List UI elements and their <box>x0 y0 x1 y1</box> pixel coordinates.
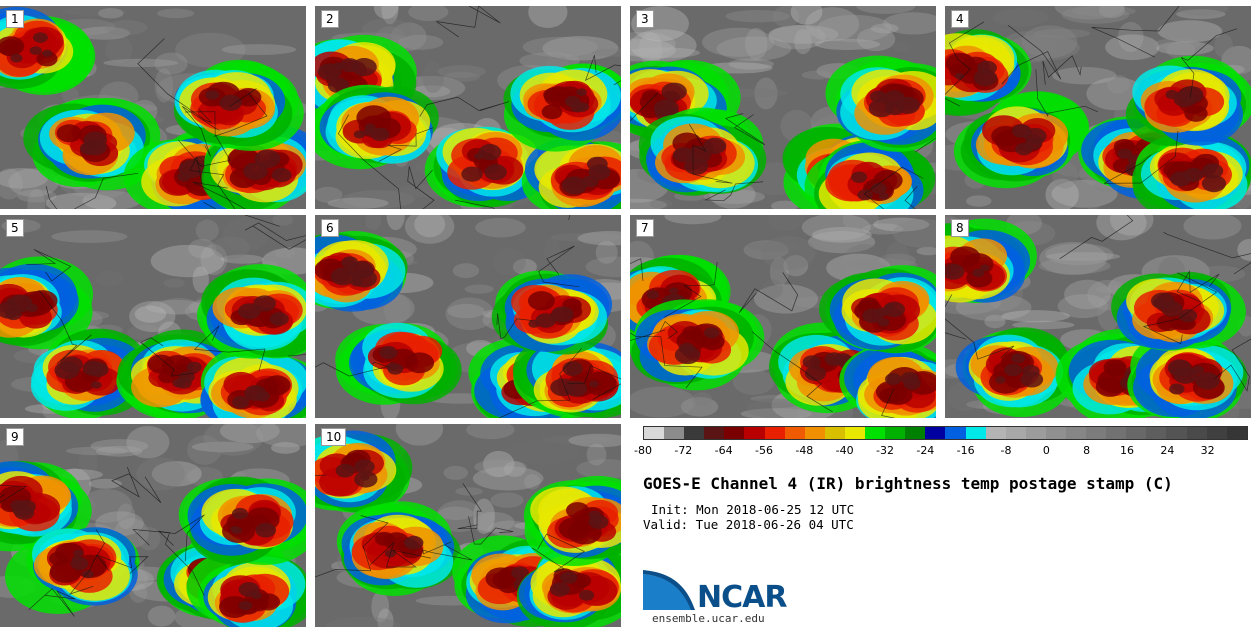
figure-title: GOES-E Channel 4 (IR) brightness temp po… <box>643 474 1173 493</box>
colorbar-segment <box>985 427 1006 439</box>
colorbar-segment <box>824 427 845 439</box>
map-panel-7: 7 <box>630 215 936 418</box>
colorbar-segment <box>885 427 906 439</box>
colorbar-tick-label: -8 <box>1000 444 1012 457</box>
colorbar-segment <box>764 427 785 439</box>
panel-label: 9 <box>6 428 24 446</box>
colorbar-segment <box>804 427 825 439</box>
colorbar-segment <box>1206 427 1227 439</box>
map-panel-4: 4 <box>945 6 1251 209</box>
logo-url: ensemble.ucar.edu <box>652 612 765 625</box>
colorbar-tick-label: -64 <box>714 444 733 457</box>
panel-label: 6 <box>321 219 339 237</box>
colorbar-tick-label: 24 <box>1160 444 1175 457</box>
colorbar-segment <box>1126 427 1147 439</box>
colorbar-tick-label: -24 <box>916 444 935 457</box>
panel-label: 4 <box>951 10 969 28</box>
panel-label: 3 <box>636 10 654 28</box>
map-panel-5: 5 <box>0 215 306 418</box>
temperature-colorbar <box>643 426 1248 440</box>
colorbar-tick-label: -48 <box>795 444 814 457</box>
panel-label: 10 <box>321 428 347 446</box>
colorbar-ticks: -80 -72 -64 -56 -48 -40 -32 -24 -16 -8 0 8 16 24 32 <box>634 444 1248 458</box>
colorbar-segment <box>1045 427 1066 439</box>
satellite-ir-map <box>630 6 936 209</box>
colorbar-tick-label: -56 <box>755 444 773 457</box>
panel-label: 8 <box>951 219 969 237</box>
ncar-logo-icon <box>643 570 695 610</box>
satellite-ir-map <box>315 424 621 627</box>
colorbar-tick-label: 16 <box>1120 444 1134 457</box>
colorbar-segment <box>784 427 805 439</box>
map-panel-6: 6 <box>315 215 621 418</box>
valid-time: Valid: Tue 2018-06-26 04 UTC <box>643 517 854 532</box>
satellite-ir-map <box>315 6 621 209</box>
logo-wordmark: NCAR <box>697 580 787 615</box>
colorbar-segment <box>1186 427 1207 439</box>
colorbar-segment <box>1226 427 1247 439</box>
map-panel-3: 3 <box>630 6 936 209</box>
colorbar-segment <box>684 427 705 439</box>
colorbar-tick-label: -40 <box>835 444 854 457</box>
colorbar-tick-label: -16 <box>956 444 975 457</box>
colorbar-segment <box>844 427 866 439</box>
colorbar-segment <box>1166 427 1187 439</box>
colorbar-tick-label: -32 <box>876 444 894 457</box>
panel-label: 5 <box>6 219 24 237</box>
colorbar-segment <box>1005 427 1026 439</box>
colorbar-segment <box>1065 427 1087 439</box>
satellite-ir-map <box>0 6 306 209</box>
colorbar-segment <box>925 427 946 439</box>
panel-label: 7 <box>636 219 654 237</box>
colorbar-tick-label: -80 <box>634 444 652 457</box>
colorbar-segment <box>1106 427 1127 439</box>
satellite-ir-map <box>0 215 306 418</box>
satellite-ir-map <box>315 215 621 418</box>
satellite-ir-map <box>945 6 1251 209</box>
init-time: Init: Mon 2018-06-25 12 UTC <box>651 502 855 517</box>
colorbar-segment <box>1146 427 1167 439</box>
colorbar-segment <box>1086 427 1107 439</box>
map-panel-1: 1 <box>0 6 306 209</box>
colorbar-segment <box>865 427 886 439</box>
map-panel-2: 2 <box>315 6 621 209</box>
colorbar-segment <box>664 427 685 439</box>
satellite-ir-map <box>945 215 1251 418</box>
colorbar-tick-label: 8 <box>1083 444 1091 457</box>
map-panel-9: 9 <box>0 424 306 627</box>
colorbar-tick-label: -72 <box>674 444 693 457</box>
colorbar-tick-label: 0 <box>1042 444 1050 457</box>
colorbar-segment <box>744 427 765 439</box>
map-panel-8: 8 <box>945 215 1251 418</box>
satellite-ir-map <box>630 215 936 418</box>
colorbar-tick-label: 32 <box>1200 444 1215 457</box>
satellite-ir-map <box>0 424 306 627</box>
panel-label: 1 <box>6 10 24 28</box>
colorbar-segment <box>965 427 986 439</box>
panel-label: 2 <box>321 10 339 28</box>
colorbar-segment <box>724 427 745 439</box>
colorbar-segment <box>644 427 665 439</box>
colorbar-segment <box>945 427 966 439</box>
colorbar-segment <box>1025 427 1046 439</box>
colorbar-segment <box>704 427 725 439</box>
colorbar-segment <box>905 427 926 439</box>
map-panel-10: 10 <box>315 424 621 627</box>
